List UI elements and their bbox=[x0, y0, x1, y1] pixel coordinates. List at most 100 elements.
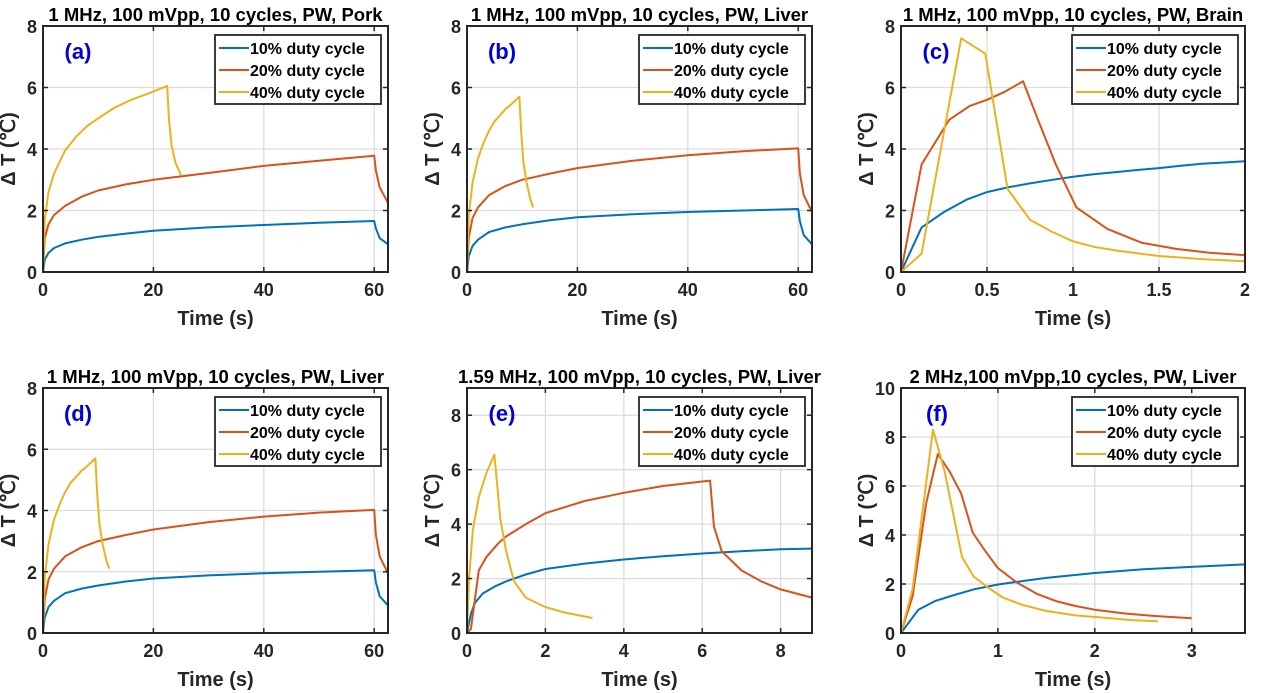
legend: 10% duty cycle 20% duty cycle 40% duty cyc… bbox=[638, 34, 806, 105]
y-tick-label: 0 bbox=[27, 263, 37, 283]
y-tick-label: 0 bbox=[27, 624, 37, 644]
x-tick-label: 60 bbox=[364, 280, 384, 300]
legend-entry: 40% duty cycle bbox=[674, 447, 789, 464]
x-tick-label: 6 bbox=[697, 641, 707, 661]
legend-entry: 10% duty cycle bbox=[1107, 403, 1222, 420]
y-tick-label: 4 bbox=[885, 526, 895, 546]
y-tick-label: 4 bbox=[27, 140, 37, 160]
legend-entry: 40% duty cycle bbox=[1107, 447, 1222, 464]
legend-entry: 10% duty cycle bbox=[674, 41, 789, 58]
x-tick-label: 0 bbox=[38, 641, 48, 661]
x-tick-label: 0 bbox=[462, 641, 472, 661]
legend-entry: 40% duty cycle bbox=[674, 85, 789, 102]
y-tick-label: 4 bbox=[885, 140, 895, 160]
y-tick-label: 10 bbox=[875, 379, 895, 399]
panel-e: 0 2 4 6 8 0 2 4 6 8 Time (s) Δ T (℃) 1.59 MHz, 100 m… bbox=[422, 366, 821, 691]
y-tick-label: 6 bbox=[885, 79, 895, 99]
series-line-1 bbox=[466, 208, 813, 273]
panel-label: (c) bbox=[923, 39, 950, 64]
y-tick-label: 6 bbox=[27, 79, 37, 99]
x-tick-label: 40 bbox=[678, 280, 698, 300]
x-tick-label: 0.5 bbox=[974, 280, 999, 300]
x-tick-label: 1.5 bbox=[1146, 280, 1171, 300]
chart-title: 1.59 MHz, 100 mVpp, 10 cycles, PW, Liver bbox=[458, 366, 821, 387]
y-tick-label: 8 bbox=[451, 406, 461, 426]
y-axis-label: Δ T (℃) bbox=[0, 474, 20, 548]
x-tick-label: 3 bbox=[1187, 641, 1197, 661]
legend: 10% duty cycle 20% duty cycle 40% duty cyc… bbox=[638, 396, 806, 467]
legend-entry: 10% duty cycle bbox=[1107, 41, 1222, 58]
axes-frame bbox=[466, 387, 813, 634]
legend-entry: 20% duty cycle bbox=[674, 425, 789, 442]
legend-entry: 40% duty cycle bbox=[1107, 85, 1222, 102]
x-axis-label: Time (s) bbox=[601, 308, 677, 330]
y-tick-label: 0 bbox=[885, 624, 895, 644]
x-tick-label: 0 bbox=[38, 280, 48, 300]
panel-label: (b) bbox=[488, 39, 516, 64]
y-tick-label: 8 bbox=[27, 379, 37, 399]
x-tick-label: 20 bbox=[143, 641, 163, 661]
y-tick-label: 8 bbox=[451, 17, 461, 37]
chart-title: 2 MHz,100 mVpp,10 cycles, PW, Liver bbox=[910, 366, 1237, 387]
panel-label: (a) bbox=[65, 39, 92, 64]
x-tick-label: 2 bbox=[540, 641, 550, 661]
chart-title: 1 MHz, 100 mVpp, 10 cycles, PW, Liver bbox=[471, 4, 808, 25]
legend-entry: 20% duty cycle bbox=[1107, 425, 1222, 442]
series-line-1 bbox=[42, 569, 389, 634]
panel-label: (d) bbox=[64, 401, 92, 426]
x-axis-label: Time (s) bbox=[1035, 308, 1111, 330]
legend-entry: 20% duty cycle bbox=[1107, 63, 1222, 80]
y-axis-label: Δ T (℃) bbox=[422, 474, 444, 548]
y-tick-label: 2 bbox=[885, 575, 895, 595]
series-line-1 bbox=[900, 160, 1246, 273]
x-tick-label: 8 bbox=[776, 641, 786, 661]
x-tick-label: 1 bbox=[1068, 280, 1078, 300]
y-tick-label: 6 bbox=[27, 440, 37, 460]
x-axis-label: Time (s) bbox=[177, 308, 253, 330]
y-tick-label: 0 bbox=[451, 624, 461, 644]
x-tick-label: 60 bbox=[364, 641, 384, 661]
y-tick-label: 4 bbox=[27, 502, 37, 522]
panel-f: 0 1 2 3 0 2 4 6 8 10 Time (s) Δ T (℃) 2 MHz,100 mVpp… bbox=[856, 366, 1246, 691]
x-axis-label: Time (s) bbox=[601, 669, 677, 691]
axes-frame bbox=[900, 387, 1246, 634]
chart-title: 1 MHz, 100 mVpp, 10 cycles, PW, Liver bbox=[47, 366, 384, 387]
panel-label: (f) bbox=[926, 401, 948, 426]
legend-entry: 20% duty cycle bbox=[674, 63, 789, 80]
series-line-2 bbox=[42, 154, 389, 273]
series-line-1 bbox=[42, 220, 389, 273]
legend-entry: 10% duty cycle bbox=[250, 403, 365, 420]
panel-a: 0 20 40 60 0 2 4 6 8 Time (s) Δ T (℃) 1 MHz, 100 mV… bbox=[0, 4, 389, 330]
legend-entry: 20% duty cycle bbox=[250, 425, 365, 442]
y-axis-label: Δ T (℃) bbox=[856, 112, 878, 186]
y-tick-label: 4 bbox=[451, 515, 461, 535]
y-axis-label: Δ T (℃) bbox=[0, 112, 20, 186]
x-tick-label: 1 bbox=[993, 641, 1003, 661]
y-tick-label: 6 bbox=[451, 461, 461, 481]
chart-title: 1 MHz, 100 mVpp, 10 cycles, PW, Brain bbox=[903, 4, 1243, 25]
y-tick-label: 2 bbox=[451, 570, 461, 590]
series-line-3 bbox=[466, 453, 593, 634]
legend: 10% duty cycle 20% duty cycle 40% duty cyc… bbox=[1071, 396, 1239, 467]
legend: 10% duty cycle 20% duty cycle 40% duty cyc… bbox=[214, 396, 382, 467]
y-tick-label: 4 bbox=[451, 140, 461, 160]
x-tick-label: 40 bbox=[254, 641, 274, 661]
panel-b: 0 20 40 60 0 2 4 6 8 Time (s) Δ T (℃) 1 MHz, 100 mV… bbox=[422, 4, 813, 330]
panel-c: 0 0.5 1 1.5 2 0 2 4 6 8 Time (s) Δ T (℃) 1 MHz, 100 … bbox=[856, 4, 1250, 330]
legend-entry: 20% duty cycle bbox=[250, 63, 365, 80]
legend-entry: 40% duty cycle bbox=[250, 447, 365, 464]
y-tick-label: 0 bbox=[885, 263, 895, 283]
x-tick-label: 60 bbox=[788, 280, 808, 300]
y-tick-label: 2 bbox=[451, 202, 461, 222]
series-line-3 bbox=[900, 428, 1158, 634]
y-tick-label: 2 bbox=[27, 202, 37, 222]
legend: 10% duty cycle 20% duty cycle 40% duty cyc… bbox=[214, 34, 382, 105]
series-line-2 bbox=[900, 80, 1246, 273]
x-tick-label: 2 bbox=[1240, 280, 1250, 300]
series-line-2 bbox=[466, 147, 813, 273]
series-line-3 bbox=[42, 85, 182, 273]
y-tick-label: 8 bbox=[885, 428, 895, 448]
x-tick-label: 20 bbox=[143, 280, 163, 300]
y-tick-label: 2 bbox=[885, 202, 895, 222]
y-axis-label: Δ T (℃) bbox=[856, 474, 878, 548]
